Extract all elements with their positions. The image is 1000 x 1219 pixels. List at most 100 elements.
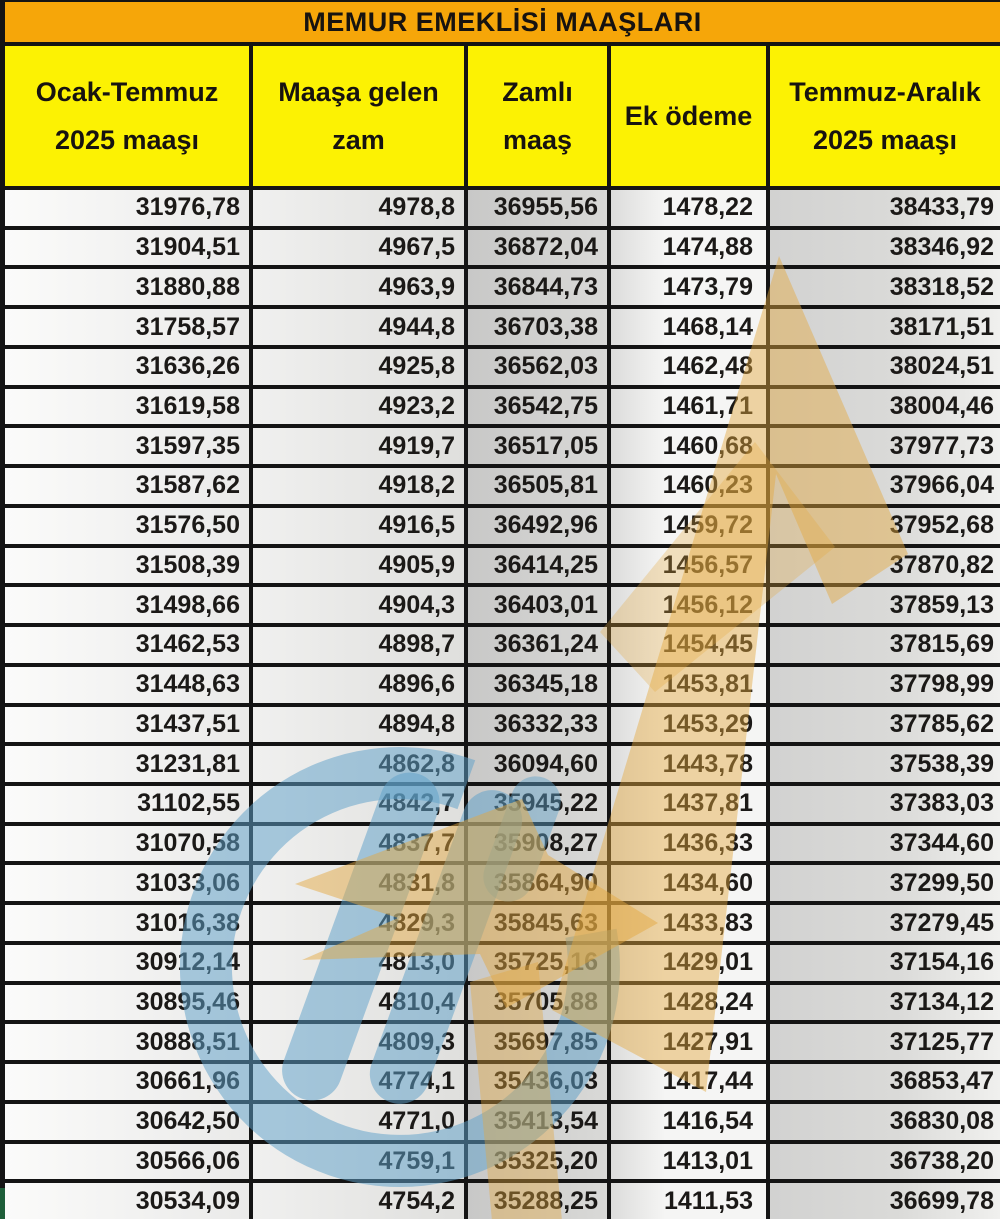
table-cell: 37299,50 xyxy=(770,865,1000,902)
table-cell: 1462,48 xyxy=(611,348,766,385)
table-cell: 36345,18 xyxy=(468,666,607,703)
table-cell: 35413,54 xyxy=(468,1103,607,1140)
table-cell: 1416,54 xyxy=(611,1103,766,1140)
table-cell: 4919,7 xyxy=(253,428,464,465)
table-cell: 30534,09 xyxy=(5,1183,249,1219)
table-cell: 37538,39 xyxy=(770,746,1000,782)
table-cell: 36414,25 xyxy=(468,547,607,584)
table-cell: 31976,78 xyxy=(5,190,249,226)
table-cell: 4829,3 xyxy=(253,905,464,941)
table-cell: 35436,03 xyxy=(468,1064,607,1100)
header-line: Ocak-Temmuz xyxy=(35,77,219,107)
table-cell: 4916,5 xyxy=(253,507,464,544)
table-cell: 37383,03 xyxy=(770,785,1000,822)
table-cell: 35864,90 xyxy=(468,865,607,902)
table-cell: 31498,66 xyxy=(5,587,249,624)
table-cell: 37134,12 xyxy=(770,984,1000,1021)
table-cell: 1473,79 xyxy=(611,269,766,306)
table-cell: 1433,83 xyxy=(611,905,766,941)
table-cell: 4813,0 xyxy=(253,944,464,981)
table-cell: 31070,58 xyxy=(5,825,249,862)
table-cell: 4831,8 xyxy=(253,865,464,902)
header-line: 2025 maaşı xyxy=(812,125,958,155)
table-cell: 36492,96 xyxy=(468,507,607,544)
table-cell: 1428,24 xyxy=(611,984,766,1021)
table-cell: 35697,85 xyxy=(468,1024,607,1061)
table-cell: 36699,78 xyxy=(770,1183,1000,1219)
table-cell: 1437,81 xyxy=(611,785,766,822)
table-cell: 4771,0 xyxy=(253,1103,464,1140)
table-cell: 36361,24 xyxy=(468,627,607,663)
header-line: maaş xyxy=(502,125,573,155)
table-cell: 30566,06 xyxy=(5,1143,249,1180)
table-cell: 30661,96 xyxy=(5,1064,249,1100)
table-cell: 37952,68 xyxy=(770,507,1000,544)
table-cell: 1436,33 xyxy=(611,825,766,862)
table-cell: 4896,6 xyxy=(253,666,464,703)
table-cell: 37966,04 xyxy=(770,468,1000,504)
table-cell: 35845,63 xyxy=(468,905,607,941)
table-cell: 37977,73 xyxy=(770,428,1000,465)
table-cell: 31448,63 xyxy=(5,666,249,703)
table-cell: 38433,79 xyxy=(770,190,1000,226)
table-cell: 37125,77 xyxy=(770,1024,1000,1061)
table-cell: 4925,8 xyxy=(253,348,464,385)
table-cell: 30912,14 xyxy=(5,944,249,981)
table-cell: 36505,81 xyxy=(468,468,607,504)
table-cell: 4754,2 xyxy=(253,1183,464,1219)
table-cell: 36332,33 xyxy=(468,706,607,743)
table-cell: 4862,8 xyxy=(253,746,464,782)
table-cell: 30895,46 xyxy=(5,984,249,1021)
table-cell: 4904,3 xyxy=(253,587,464,624)
table-cell: 35725,16 xyxy=(468,944,607,981)
table-cell: 30642,50 xyxy=(5,1103,249,1140)
table-cell: 31102,55 xyxy=(5,785,249,822)
table-cell: 4810,4 xyxy=(253,984,464,1021)
table-cell: 4842,7 xyxy=(253,785,464,822)
table-cell: 4944,8 xyxy=(253,309,464,345)
table-cell: 1454,45 xyxy=(611,627,766,663)
table-cell: 35705,88 xyxy=(468,984,607,1021)
table-cell: 35908,27 xyxy=(468,825,607,862)
table-cell: 31231,81 xyxy=(5,746,249,782)
table-cell: 38346,92 xyxy=(770,229,1000,266)
table-cell: 31904,51 xyxy=(5,229,249,266)
table-cell: 31033,06 xyxy=(5,865,249,902)
table-cell: 31437,51 xyxy=(5,706,249,743)
table-cell: 38024,51 xyxy=(770,348,1000,385)
table-cell: 36853,47 xyxy=(770,1064,1000,1100)
sheet-corner-notch xyxy=(0,1188,5,1219)
table-cell: 1427,91 xyxy=(611,1024,766,1061)
table-cell: 31597,35 xyxy=(5,428,249,465)
table-cell: 38004,46 xyxy=(770,388,1000,425)
table-cell: 1443,78 xyxy=(611,746,766,782)
table-cell: 1453,29 xyxy=(611,706,766,743)
table-cell: 36872,04 xyxy=(468,229,607,266)
column-header-zamli-maas: Zamlı maaş xyxy=(468,46,607,186)
table-cell: 1411,53 xyxy=(611,1183,766,1219)
table-cell: 36830,08 xyxy=(770,1103,1000,1140)
table-cell: 37859,13 xyxy=(770,587,1000,624)
table-cell: 4978,8 xyxy=(253,190,464,226)
table-cell: 1413,01 xyxy=(611,1143,766,1180)
table-cell: 1478,22 xyxy=(611,190,766,226)
table-cell: 35945,22 xyxy=(468,785,607,822)
table-cell: 31462,53 xyxy=(5,627,249,663)
table-cell: 36738,20 xyxy=(770,1143,1000,1180)
table-cell: 31576,50 xyxy=(5,507,249,544)
table-cell: 4905,9 xyxy=(253,547,464,584)
table-cell: 38171,51 xyxy=(770,309,1000,345)
table-cell: 35325,20 xyxy=(468,1143,607,1180)
table-cell: 1461,71 xyxy=(611,388,766,425)
column-header-zam: Maaşa gelen zam xyxy=(253,46,464,186)
table-cell: 31758,57 xyxy=(5,309,249,345)
table-cell: 38318,52 xyxy=(770,269,1000,306)
table-cell: 30888,51 xyxy=(5,1024,249,1061)
column-header-temmuz-aralik: Temmuz-Aralık 2025 maaşı xyxy=(770,46,1000,186)
table-cell: 4809,3 xyxy=(253,1024,464,1061)
header-line: Zamlı xyxy=(502,77,573,107)
table-cell: 37344,60 xyxy=(770,825,1000,862)
table-cell: 37815,69 xyxy=(770,627,1000,663)
table-cell: 37154,16 xyxy=(770,944,1000,981)
